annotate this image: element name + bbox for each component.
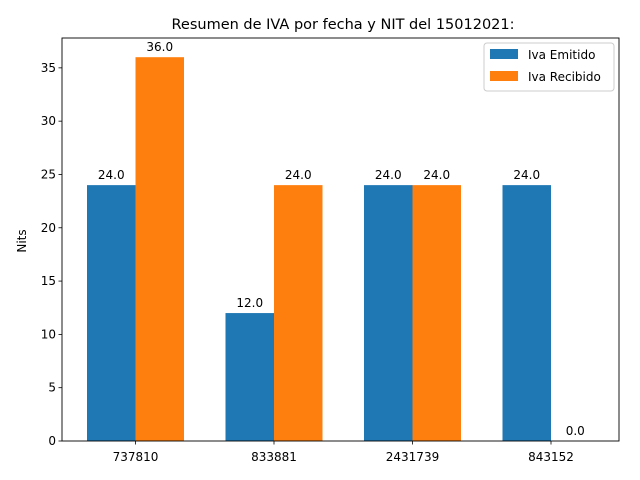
x-tick-label: 737810	[113, 450, 159, 464]
data-label-0-0: 24.0	[98, 168, 125, 182]
y-tick-label: 0	[48, 434, 56, 448]
legend-swatch	[490, 71, 518, 81]
chart-title: Resumen de IVA por fecha y NIT del 15012…	[171, 17, 514, 33]
y-tick-label: 15	[41, 274, 56, 288]
data-label-0-2: 24.0	[375, 168, 402, 182]
bar-emitido-2431739	[364, 185, 413, 441]
bar-emitido-843152	[502, 185, 551, 441]
data-label-1-2: 24.0	[423, 168, 450, 182]
bar-emitido-737810	[87, 185, 136, 441]
x-tick-label: 2431739	[386, 450, 439, 464]
data-label-0-1: 12.0	[236, 296, 263, 310]
legend: Iva Emitido Iva Recibido	[483, 42, 615, 92]
x-tick-label: 843152	[528, 450, 574, 464]
y-tick-label: 10	[41, 327, 56, 341]
y-axis: 0 5 10 15 20 25 30 35	[41, 61, 62, 448]
plot-frame	[61, 37, 620, 442]
data-label-1-1: 24.0	[285, 168, 312, 182]
y-tick-label: 35	[41, 61, 56, 75]
bar-recibido-833881	[274, 185, 323, 441]
legend-label: Iva Recibido	[528, 70, 601, 84]
bar-emitido-833881	[225, 313, 274, 441]
legend-swatch	[490, 49, 518, 59]
y-tick-label: 20	[41, 221, 56, 235]
data-label-0-3: 24.0	[513, 168, 540, 182]
bar-recibido-2431739	[412, 185, 461, 441]
y-tick-label: 25	[41, 167, 56, 181]
data-label-1-0: 36.0	[146, 40, 173, 54]
y-tick-label: 5	[48, 381, 56, 395]
data-labels-group: 24.0 12.0 24.0 24.0 36.0 24.0 24.0 0.0	[98, 40, 585, 438]
x-axis: 737810 833881 2431739 843152	[113, 441, 574, 464]
y-axis-label: Nits	[15, 229, 29, 252]
legend-label: Iva Emitido	[528, 48, 595, 62]
x-tick-label: 833881	[251, 450, 297, 464]
data-label-1-3: 0.0	[566, 424, 585, 438]
bar-recibido-737810	[135, 57, 184, 441]
y-tick-label: 30	[41, 114, 56, 128]
bars-group	[87, 57, 551, 441]
